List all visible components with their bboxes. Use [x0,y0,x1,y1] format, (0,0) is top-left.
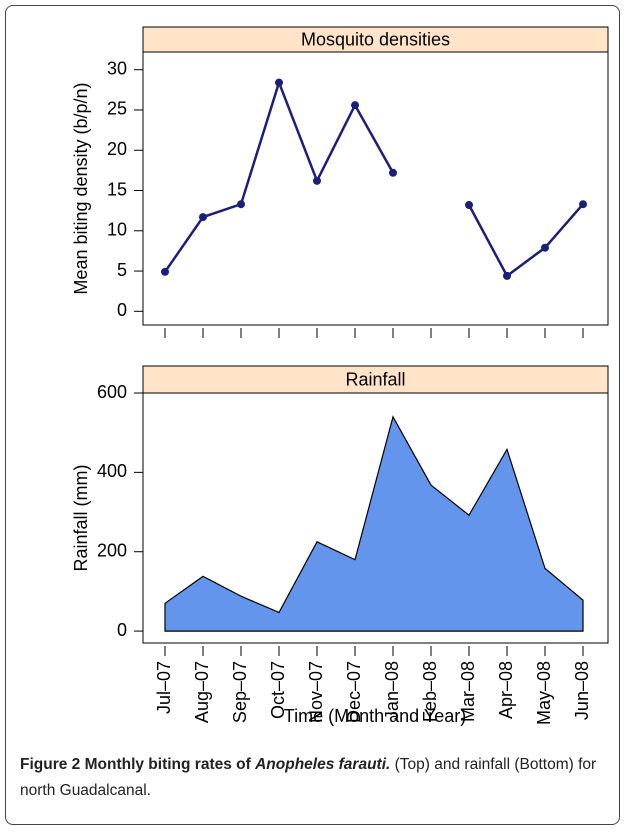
point [541,243,549,252]
y-tick-label: 10 [107,220,127,240]
point [579,200,587,209]
y-tick-label: 5 [117,260,127,280]
y-tick-label: 400 [97,461,127,481]
caption-species: Anopheles farauti. [255,756,391,773]
y-tick-label: 600 [97,382,127,402]
caption-label: Figure 2 Monthly biting rates of [20,756,256,773]
y-tick-label: 200 [97,540,127,560]
x-tick-label: Sep–07 [230,661,250,723]
x-tick-label: Feb–08 [420,661,440,722]
y-axis-label: Mean biting density (b/p/n) [71,82,91,294]
point [237,200,245,209]
point [275,78,283,87]
x-tick-label: Jun–08 [572,661,592,720]
panel-title: Rainfall [345,369,405,389]
y-tick-label: 20 [107,139,127,159]
y-tick-label: 15 [107,179,127,199]
x-tick-label: Jan–08 [382,661,402,720]
x-tick-label: Oct–07 [268,661,288,719]
x-tick-label: Apr–08 [496,661,516,719]
line [163,78,395,273]
y-axis-label: Rainfall (mm) [71,464,91,571]
x-tick-label: May–08 [534,661,554,725]
panel-title: Mosquito densities [301,29,450,49]
line [467,203,584,278]
area [164,415,584,632]
x-tick-label: Nov–07 [306,661,326,723]
y-tick-label: 0 [117,620,127,640]
point [465,201,473,210]
y-tick-label: 30 [107,58,127,78]
point [389,168,397,177]
point [199,213,207,222]
point [351,101,359,110]
point [313,176,321,185]
chart: Mosquito densities Mean biting density (b… [71,26,609,726]
x-tick-label: Mar–08 [458,661,478,722]
caption: Figure 2 Monthly biting rates of Anophel… [20,752,610,804]
y-tick-label: 0 [117,300,127,320]
x-tick-label: Dec–07 [344,661,364,723]
figure-frame [5,5,620,825]
panel-border [142,51,609,326]
x-tick-label: Jul–07 [154,661,174,714]
caption-text: (Top) and rainfall (Bottom) for north Gu… [20,756,597,799]
x-tick-label: Aug–07 [192,661,212,723]
y-tick-label: 25 [107,99,127,119]
point [503,271,511,280]
x-axis-label: Time (Month and Year) [284,706,466,726]
panel-border [142,392,609,644]
point [161,267,169,276]
